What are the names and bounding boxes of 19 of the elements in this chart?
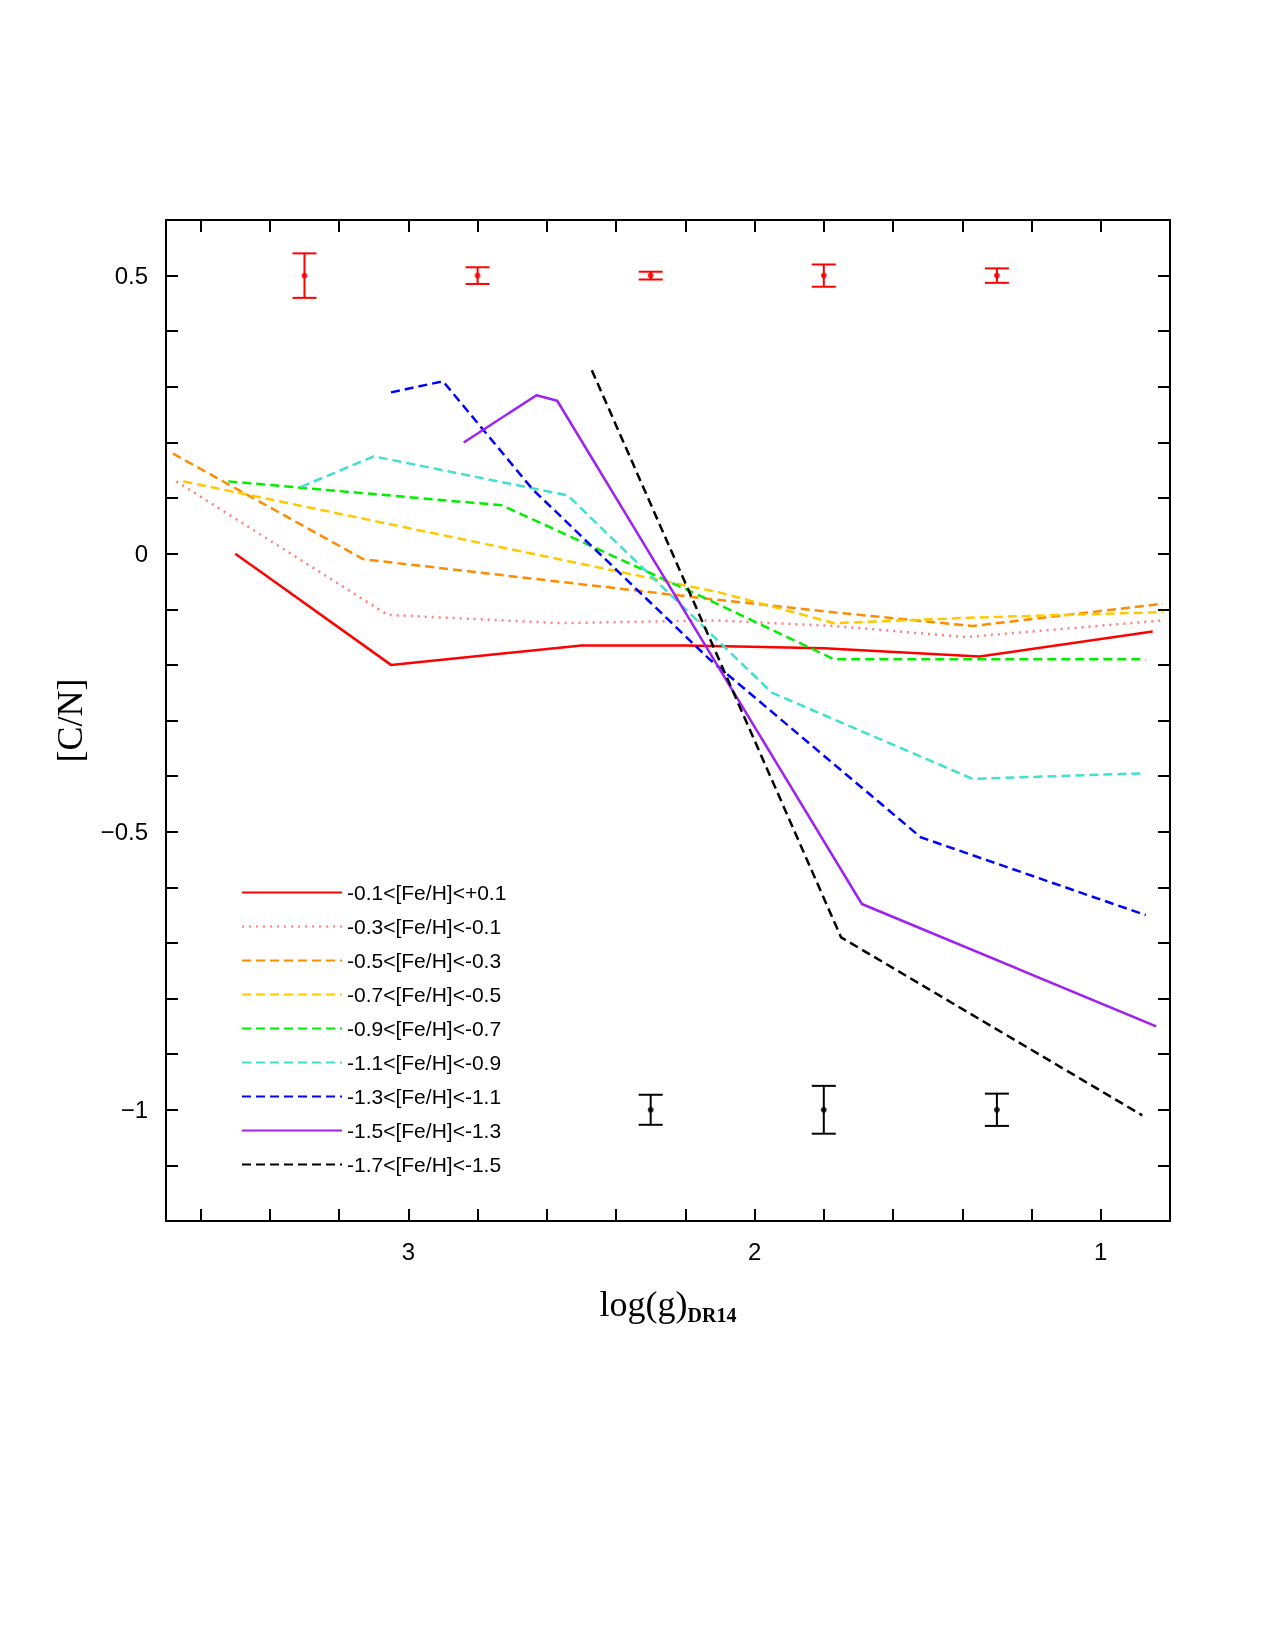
y-axis-title: [C/N]	[50, 678, 90, 763]
legend-label: -0.5<[Fe/H]<-0.3	[347, 949, 502, 972]
line-series	[227, 480, 1148, 661]
legend-label: -0.3<[Fe/H]<-0.1	[347, 915, 502, 938]
legend-label: -1.5<[Fe/H]<-1.3	[347, 1119, 502, 1142]
x-tick-label: 2	[747, 1237, 762, 1265]
legend-label: -0.7<[Fe/H]<-0.5	[347, 983, 502, 1006]
y-tick-label: −0.5	[100, 818, 148, 846]
x-tick-label: 1	[1094, 1237, 1108, 1265]
y-tick-label: 0.5	[114, 262, 148, 290]
legend-label: -0.1<[Fe/H]<+0.1	[347, 881, 507, 904]
legend-label: -1.3<[Fe/H]<-1.1	[347, 1085, 502, 1108]
y-tick-label: −1	[120, 1096, 148, 1124]
legend-label: -1.1<[Fe/H]<-0.9	[347, 1051, 502, 1074]
line-series	[233, 552, 1154, 667]
y-tick-label: 0	[134, 540, 148, 568]
legend-label: -0.9<[Fe/H]<-0.7	[347, 1017, 502, 1040]
legend-label: -1.7<[Fe/H]<-1.5	[347, 1153, 502, 1176]
x-tick-label: 3	[401, 1237, 416, 1265]
